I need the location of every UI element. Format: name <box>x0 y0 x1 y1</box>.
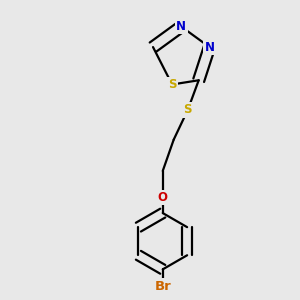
Text: O: O <box>158 191 168 204</box>
Text: N: N <box>205 40 214 54</box>
Text: N: N <box>176 20 186 33</box>
Text: S: S <box>168 78 176 91</box>
Text: Br: Br <box>154 280 171 293</box>
Text: S: S <box>184 103 192 116</box>
